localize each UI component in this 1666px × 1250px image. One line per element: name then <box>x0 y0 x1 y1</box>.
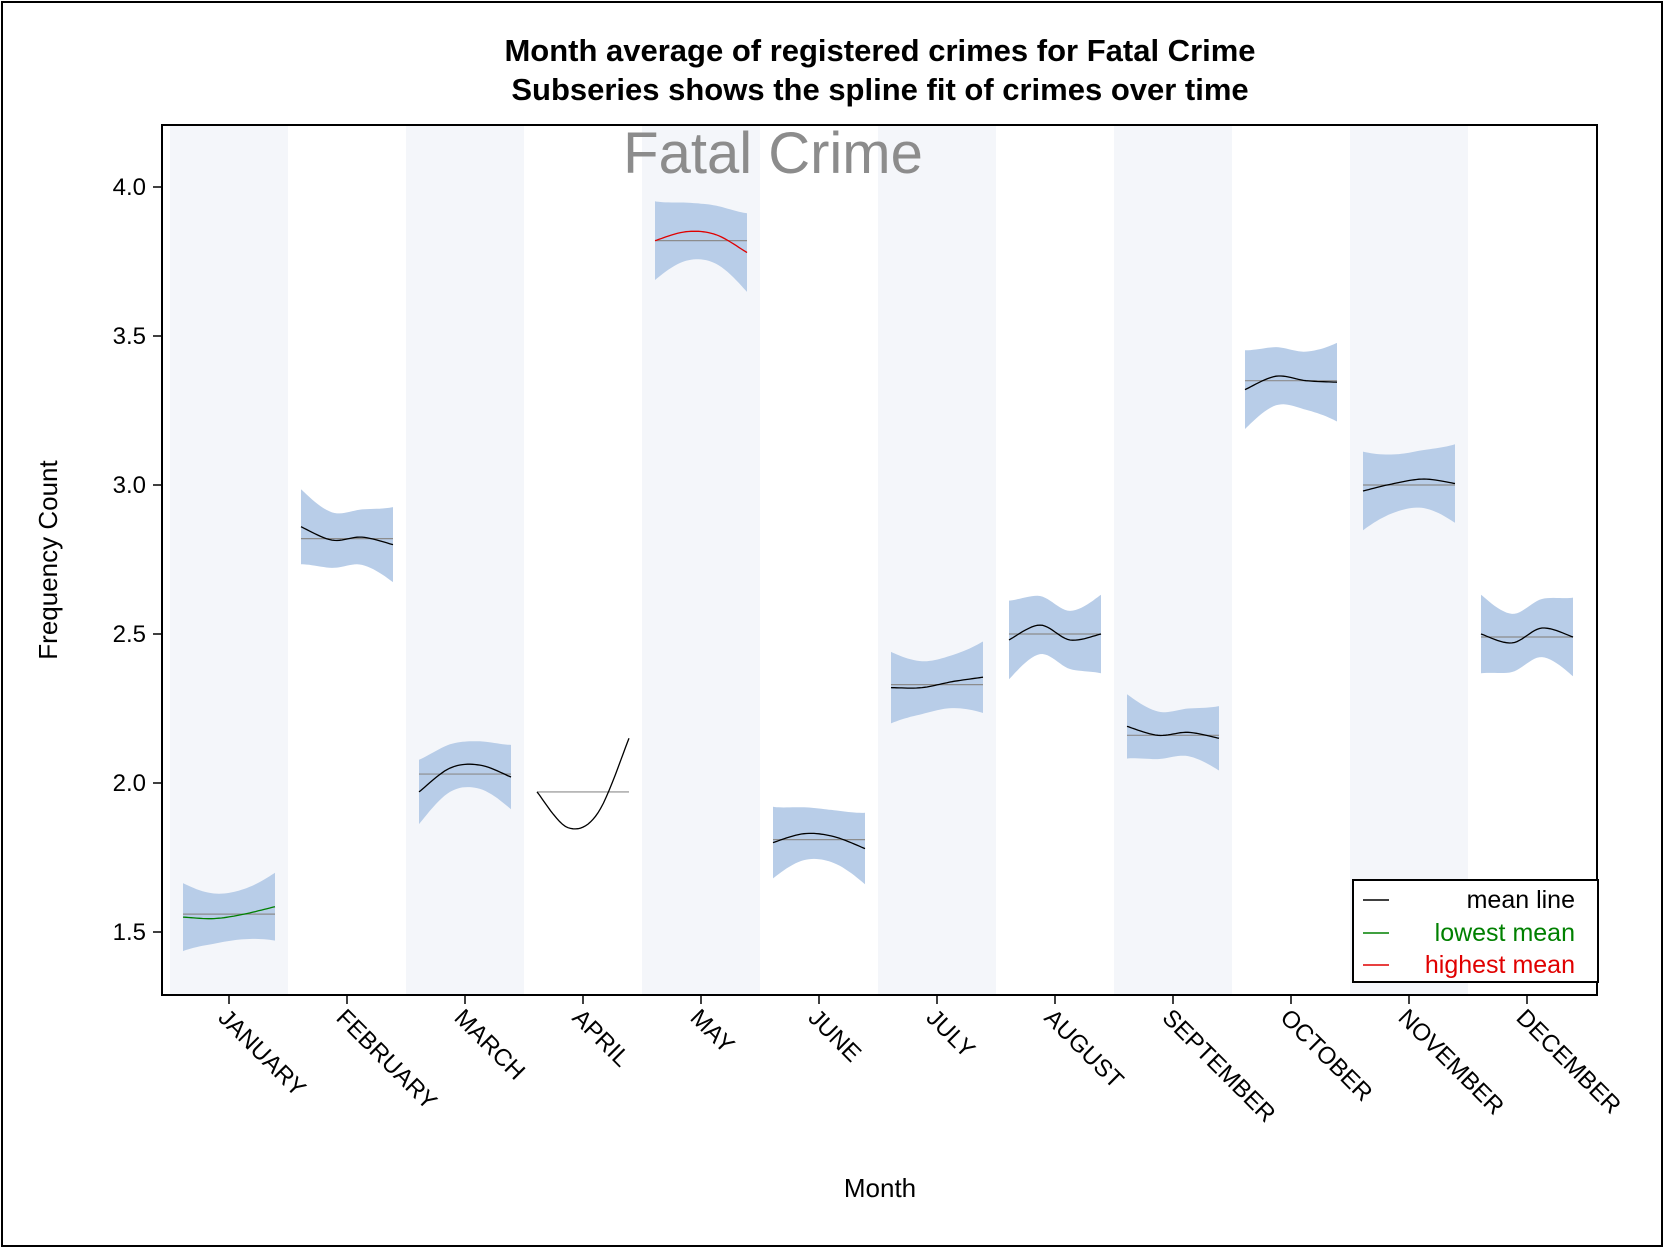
spline-fit-line <box>1126 725 1220 739</box>
x-tick-label: NOVEMBER <box>1393 1004 1509 1120</box>
confidence-band <box>183 872 275 952</box>
y-tick-label: 1.5 <box>113 919 146 946</box>
y-tick-label: 3.0 <box>113 472 146 499</box>
confidence-band <box>1009 594 1101 680</box>
spline-fit-line <box>890 676 984 689</box>
x-tick-label: MAY <box>685 1004 740 1059</box>
spline-fit-line <box>1480 627 1574 644</box>
x-tick-label: JANUARY <box>213 1004 311 1102</box>
x-tick-label: OCTOBER <box>1275 1004 1378 1107</box>
y-tick-label: 3.5 <box>113 323 146 350</box>
confidence-band <box>891 641 983 724</box>
x-axis-label: Month <box>844 1173 916 1203</box>
month-stripe <box>1114 126 1232 994</box>
confidence-band <box>1363 444 1455 531</box>
spline-fit-line <box>182 906 276 920</box>
confidence-bands <box>183 201 1573 952</box>
y-tick-label: 2.5 <box>113 621 146 648</box>
x-axis-ticks: JANUARY FEBRUARY MARCH APRIL MAY JUNE JULY AUGU… <box>213 995 1626 1128</box>
spline-fit-line <box>418 763 512 793</box>
y-axis-label: Frequency Count <box>33 460 63 660</box>
x-tick-label: MARCH <box>449 1004 530 1085</box>
spline-fit-line <box>1362 478 1456 492</box>
legend-label-mean-line: mean line <box>1467 886 1575 914</box>
confidence-band <box>655 201 747 292</box>
month-stripes <box>170 126 1468 994</box>
y-tick-label: 2.0 <box>113 770 146 797</box>
spline-fit-line <box>1008 624 1102 641</box>
legend: mean line lowest mean highest mean <box>1352 879 1599 983</box>
x-tick-label: DECEMBER <box>1511 1004 1626 1119</box>
y-tick-label: 4.0 <box>113 174 146 201</box>
spline-fits <box>182 230 1574 920</box>
spline-fit-line <box>1244 375 1338 391</box>
inset-label: Fatal Crime <box>623 121 923 186</box>
legend-box <box>1352 879 1599 983</box>
month-stripe <box>406 126 524 994</box>
chart-title: Month average of registered crimes for F… <box>504 33 1255 68</box>
month-stripe <box>878 126 996 994</box>
confidence-band <box>419 741 511 825</box>
confidence-band <box>1127 694 1219 771</box>
x-tick-label: FEBRUARY <box>331 1004 442 1115</box>
chart: Fatal Crime 1.5 2.0 2.5 3.0 3.5 4.0 JANUARY FE… <box>33 33 1626 1203</box>
confidence-band <box>1245 342 1337 429</box>
x-tick-label: APRIL <box>567 1004 635 1072</box>
spline-fit-line <box>772 832 866 850</box>
chart-subtitle: Subseries shows the spline fit of crimes… <box>511 72 1248 107</box>
y-axis-ticks: 1.5 2.0 2.5 3.0 3.5 4.0 <box>113 174 162 946</box>
x-tick-label: AUGUST <box>1039 1004 1129 1094</box>
spline-fit-line <box>654 230 748 254</box>
month-stripe <box>170 126 288 994</box>
legend-label-highest-mean: highest mean <box>1425 951 1575 979</box>
spline-fit-line <box>536 738 630 830</box>
confidence-band <box>301 489 393 583</box>
legend-label-lowest-mean: lowest mean <box>1435 919 1575 947</box>
x-tick-label: JULY <box>921 1004 980 1063</box>
confidence-band <box>773 806 865 885</box>
month-stripe <box>1350 126 1468 994</box>
plot-area-border <box>161 124 1598 996</box>
spline-fit-line <box>300 526 394 546</box>
x-tick-label: JUNE <box>803 1004 866 1067</box>
x-tick-label: SEPTEMBER <box>1157 1004 1281 1128</box>
